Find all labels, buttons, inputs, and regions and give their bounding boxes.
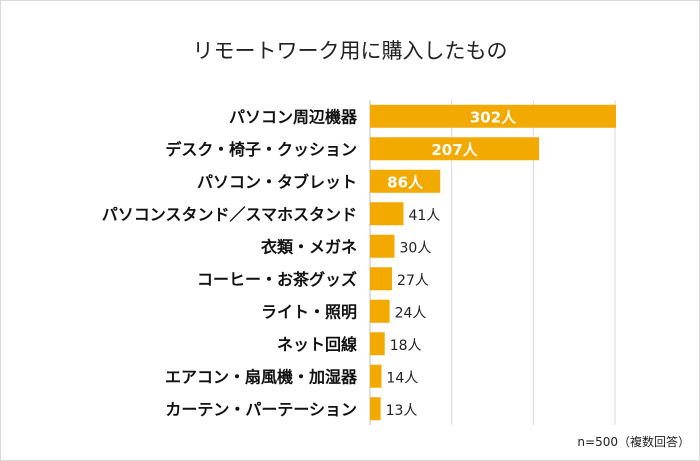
bar-9 [370, 397, 381, 421]
category-label-6: ライト・照明 [261, 302, 357, 321]
bars [370, 104, 616, 421]
category-label-9: カーテン・パーテーション [165, 400, 357, 419]
category-labels: パソコン周辺機器デスク・椅子・クッションパソコン・タブレットパソコンスタンド／ス… [102, 107, 358, 419]
value-label-9: 13人 [386, 403, 418, 419]
value-label-4: 30人 [400, 240, 432, 256]
category-label-3: パソコンスタンド／スマホスタンド [102, 205, 357, 224]
sample-note: n=500（複数回答） [577, 434, 690, 449]
value-label-8: 14人 [386, 370, 418, 386]
bar-4 [370, 234, 395, 258]
value-label-2: 86人 [387, 173, 424, 191]
category-label-8: エアコン・扇風機・加湿器 [165, 367, 358, 386]
bar-0 [370, 104, 616, 128]
bar-6 [370, 299, 390, 323]
bar-7 [370, 332, 385, 356]
value-label-6: 24人 [395, 305, 427, 321]
bar-2 [370, 169, 441, 193]
category-label-7: ネット回線 [277, 335, 357, 354]
value-label-5: 27人 [397, 273, 429, 289]
category-label-0: パソコン周辺機器 [229, 107, 358, 126]
bar-8 [370, 364, 382, 388]
category-label-2: パソコン・タブレット [197, 172, 357, 191]
category-label-4: 衣類・メガネ [261, 237, 357, 256]
bar-1 [370, 137, 540, 161]
value-label-1: 207人 [431, 141, 478, 159]
value-label-7: 18人 [390, 338, 422, 354]
chart-title: リモートワーク用に購入したもの [193, 39, 508, 63]
category-label-5: コーヒー・お茶グッズ [197, 270, 357, 289]
category-label-1: デスク・椅子・クッション [165, 140, 357, 159]
value-label-0: 302人 [470, 108, 517, 126]
bar-3 [370, 202, 404, 226]
bar-5 [370, 267, 393, 291]
value-labels: 302人 207人 86人 41人 30人 27人 24人 18人 14人 13人 [386, 108, 518, 419]
value-label-3: 41人 [408, 208, 440, 224]
